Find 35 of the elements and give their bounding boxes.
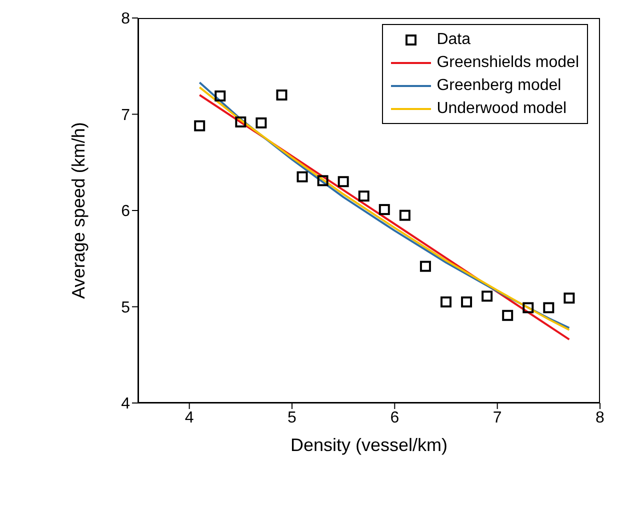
point	[420, 260, 431, 272]
legend-label: Underwood model	[436, 100, 567, 118]
point	[317, 175, 328, 186]
x-tick-label: 7	[492, 409, 502, 426]
point	[564, 292, 575, 304]
y-tick-label: 8	[121, 10, 130, 28]
point	[214, 90, 226, 102]
point	[543, 302, 554, 314]
point	[522, 302, 534, 314]
y-tick-label: 4	[121, 396, 130, 413]
legend-label: Data	[436, 30, 470, 48]
x-axis-title: Density (vessel/km)	[290, 435, 448, 455]
point	[235, 116, 246, 128]
x-tick-label: 6	[390, 409, 400, 426]
point	[276, 90, 288, 100]
legend-label: Greenshields model	[436, 54, 579, 72]
point	[461, 296, 472, 308]
point	[338, 176, 349, 188]
legend-label: Greenberg model	[436, 76, 562, 94]
y-tick-label: 7	[121, 106, 130, 124]
point	[399, 210, 410, 221]
x-tick-label: 5	[288, 409, 297, 426]
point	[358, 190, 370, 202]
x-tick-label: 8	[596, 409, 605, 426]
point	[194, 120, 206, 132]
point	[482, 290, 493, 302]
point	[502, 310, 514, 321]
y-tick-label: 6	[121, 203, 130, 220]
y-tick-label: 5	[121, 299, 130, 316]
point	[296, 171, 308, 182]
point	[256, 117, 267, 128]
point	[378, 204, 390, 216]
y-axis-title: Average speed (km/h)	[68, 122, 88, 299]
point	[440, 296, 452, 308]
x-tick-label: 4	[184, 409, 194, 426]
